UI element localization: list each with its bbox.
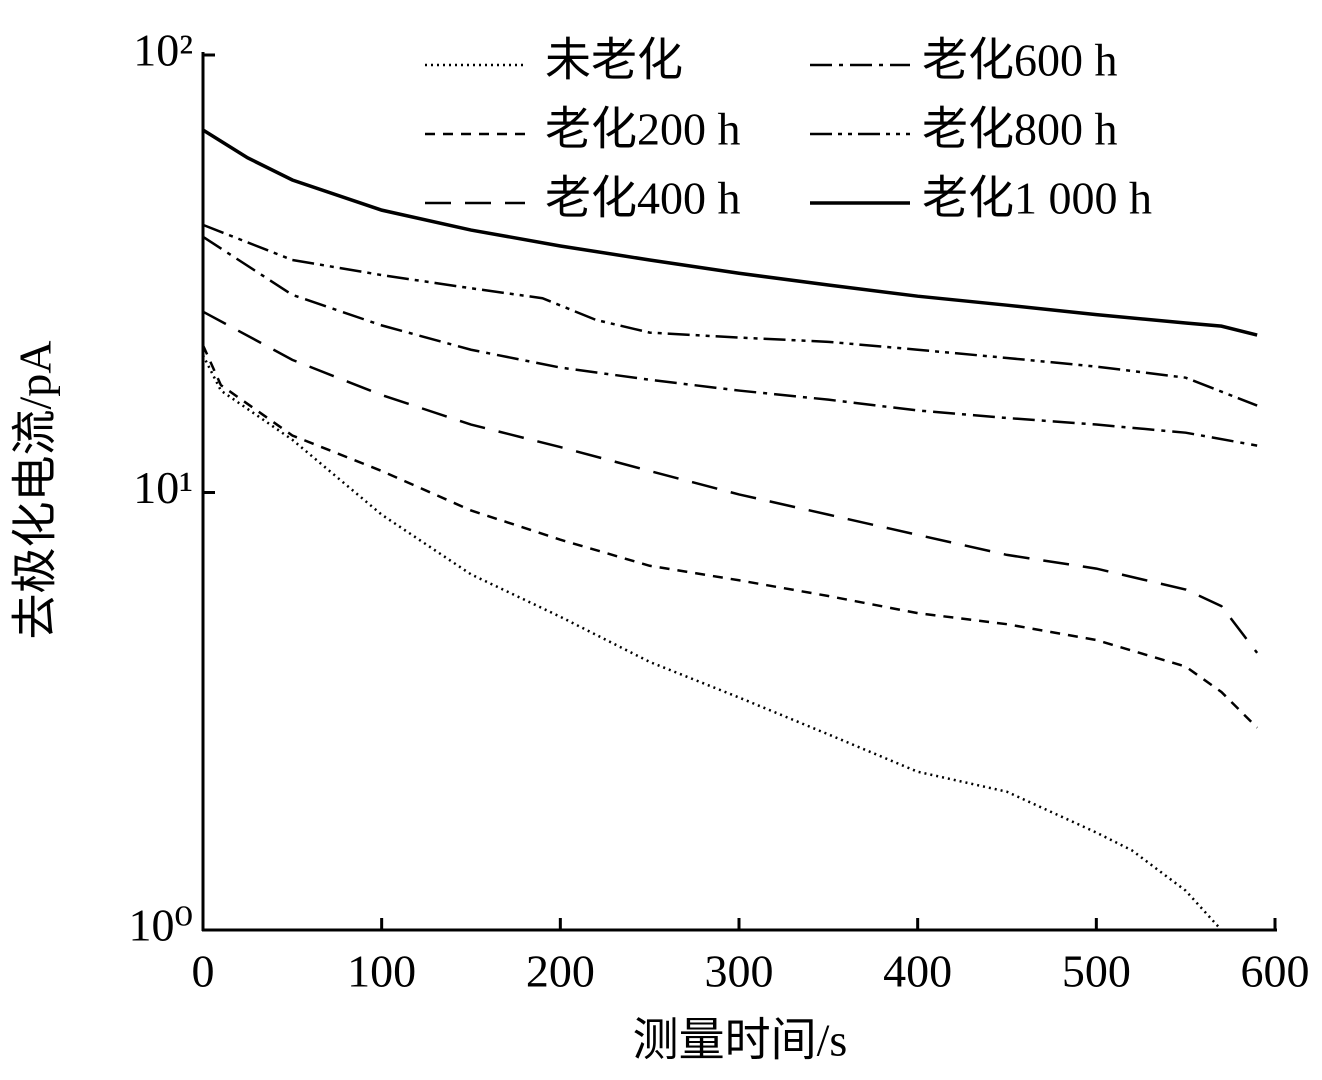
legend-label: 未老化 [545,35,683,86]
y-axis-title: 去极化电流/pA [10,341,61,640]
line-series [201,354,1223,931]
legend-label: 老化600 h [922,35,1118,86]
y-tick-label: 10⁰ [129,900,193,951]
x-tick-label: 500 [1062,946,1131,997]
x-tick-label: 200 [526,946,595,997]
legend-label: 老化800 h [922,104,1118,155]
line-series [202,128,1258,337]
x-axis-title: 测量时间/s [633,1015,848,1066]
x-tick-label: 400 [883,946,952,997]
legend-label: 老化400 h [545,173,741,224]
line-series [202,223,1258,407]
line-series [202,310,1259,654]
legend-label: 老化1 000 h [922,173,1152,224]
line-series [201,344,1259,729]
y-tick-label: 10² [133,25,193,76]
x-tick-label: 100 [347,946,416,997]
y-tick-label: 10¹ [133,462,193,513]
x-tick-label: 600 [1241,946,1310,997]
line-series [202,235,1258,447]
x-tick-label: 0 [192,946,215,997]
x-tick-label: 300 [705,946,774,997]
legend-label: 老化200 h [545,104,741,155]
